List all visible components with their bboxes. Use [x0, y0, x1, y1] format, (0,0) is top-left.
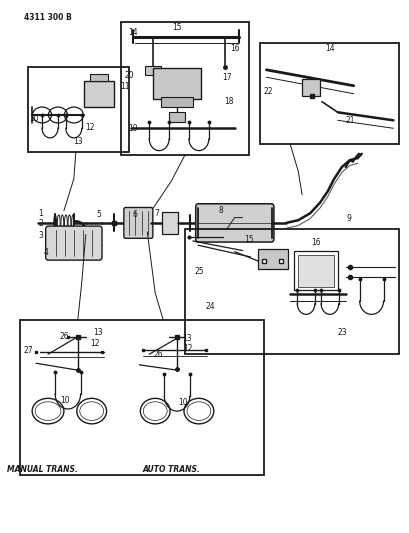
Text: 19: 19	[128, 124, 138, 133]
Text: 16: 16	[310, 238, 320, 247]
Text: 8: 8	[218, 206, 222, 215]
Bar	[297, 255, 333, 287]
Bar	[301, 79, 319, 96]
Text: AUTO TRANS.: AUTO TRANS.	[142, 465, 200, 474]
Text: 23: 23	[336, 328, 346, 337]
Text: 4311 300 B: 4311 300 B	[24, 13, 72, 22]
Text: 3: 3	[38, 231, 43, 240]
Bar	[28, 67, 129, 152]
Text: 20: 20	[124, 70, 134, 79]
Text: 10: 10	[178, 398, 187, 407]
Text: MANUAL TRANS.: MANUAL TRANS.	[7, 465, 77, 474]
Text: 14: 14	[324, 44, 334, 53]
Text: 24: 24	[205, 302, 215, 311]
Text: 25: 25	[193, 268, 203, 276]
FancyBboxPatch shape	[124, 207, 153, 238]
Text: 10: 10	[29, 114, 39, 123]
Text: 12: 12	[90, 339, 99, 348]
Text: 13: 13	[92, 328, 102, 337]
Bar	[153, 68, 200, 99]
Text: 2: 2	[38, 219, 43, 228]
Bar	[293, 251, 337, 290]
FancyBboxPatch shape	[195, 204, 273, 242]
Text: 9: 9	[346, 214, 351, 223]
Text: 21: 21	[344, 116, 354, 125]
Text: 10: 10	[60, 396, 70, 405]
Bar	[161, 98, 193, 107]
Text: 26: 26	[153, 350, 163, 359]
Text: 22: 22	[263, 86, 272, 95]
Bar	[260, 43, 398, 144]
Text: 26: 26	[59, 332, 69, 341]
Text: 27: 27	[23, 346, 33, 355]
Text: 11: 11	[120, 82, 130, 91]
Text: 15: 15	[172, 23, 182, 32]
Bar	[184, 229, 398, 354]
Text: 7: 7	[154, 209, 159, 218]
Text: 13: 13	[73, 137, 83, 146]
FancyBboxPatch shape	[45, 226, 102, 260]
Text: 18: 18	[223, 97, 233, 106]
Bar	[258, 249, 288, 269]
Text: 1: 1	[38, 209, 43, 218]
Bar	[162, 212, 178, 233]
Bar	[145, 66, 161, 75]
Text: 12: 12	[183, 344, 193, 353]
Text: 17: 17	[221, 73, 231, 82]
Bar	[121, 22, 248, 155]
Text: 15: 15	[243, 236, 253, 245]
Bar	[90, 74, 107, 82]
Text: 6: 6	[133, 210, 137, 219]
Text: 4: 4	[43, 248, 48, 257]
Bar	[83, 82, 113, 107]
Text: 13: 13	[182, 334, 191, 343]
Text: 12: 12	[85, 123, 94, 132]
Bar	[169, 112, 184, 122]
Text: 5: 5	[96, 211, 101, 220]
Bar	[20, 320, 264, 475]
Text: 16: 16	[229, 44, 239, 53]
Text: 14: 14	[128, 28, 138, 37]
